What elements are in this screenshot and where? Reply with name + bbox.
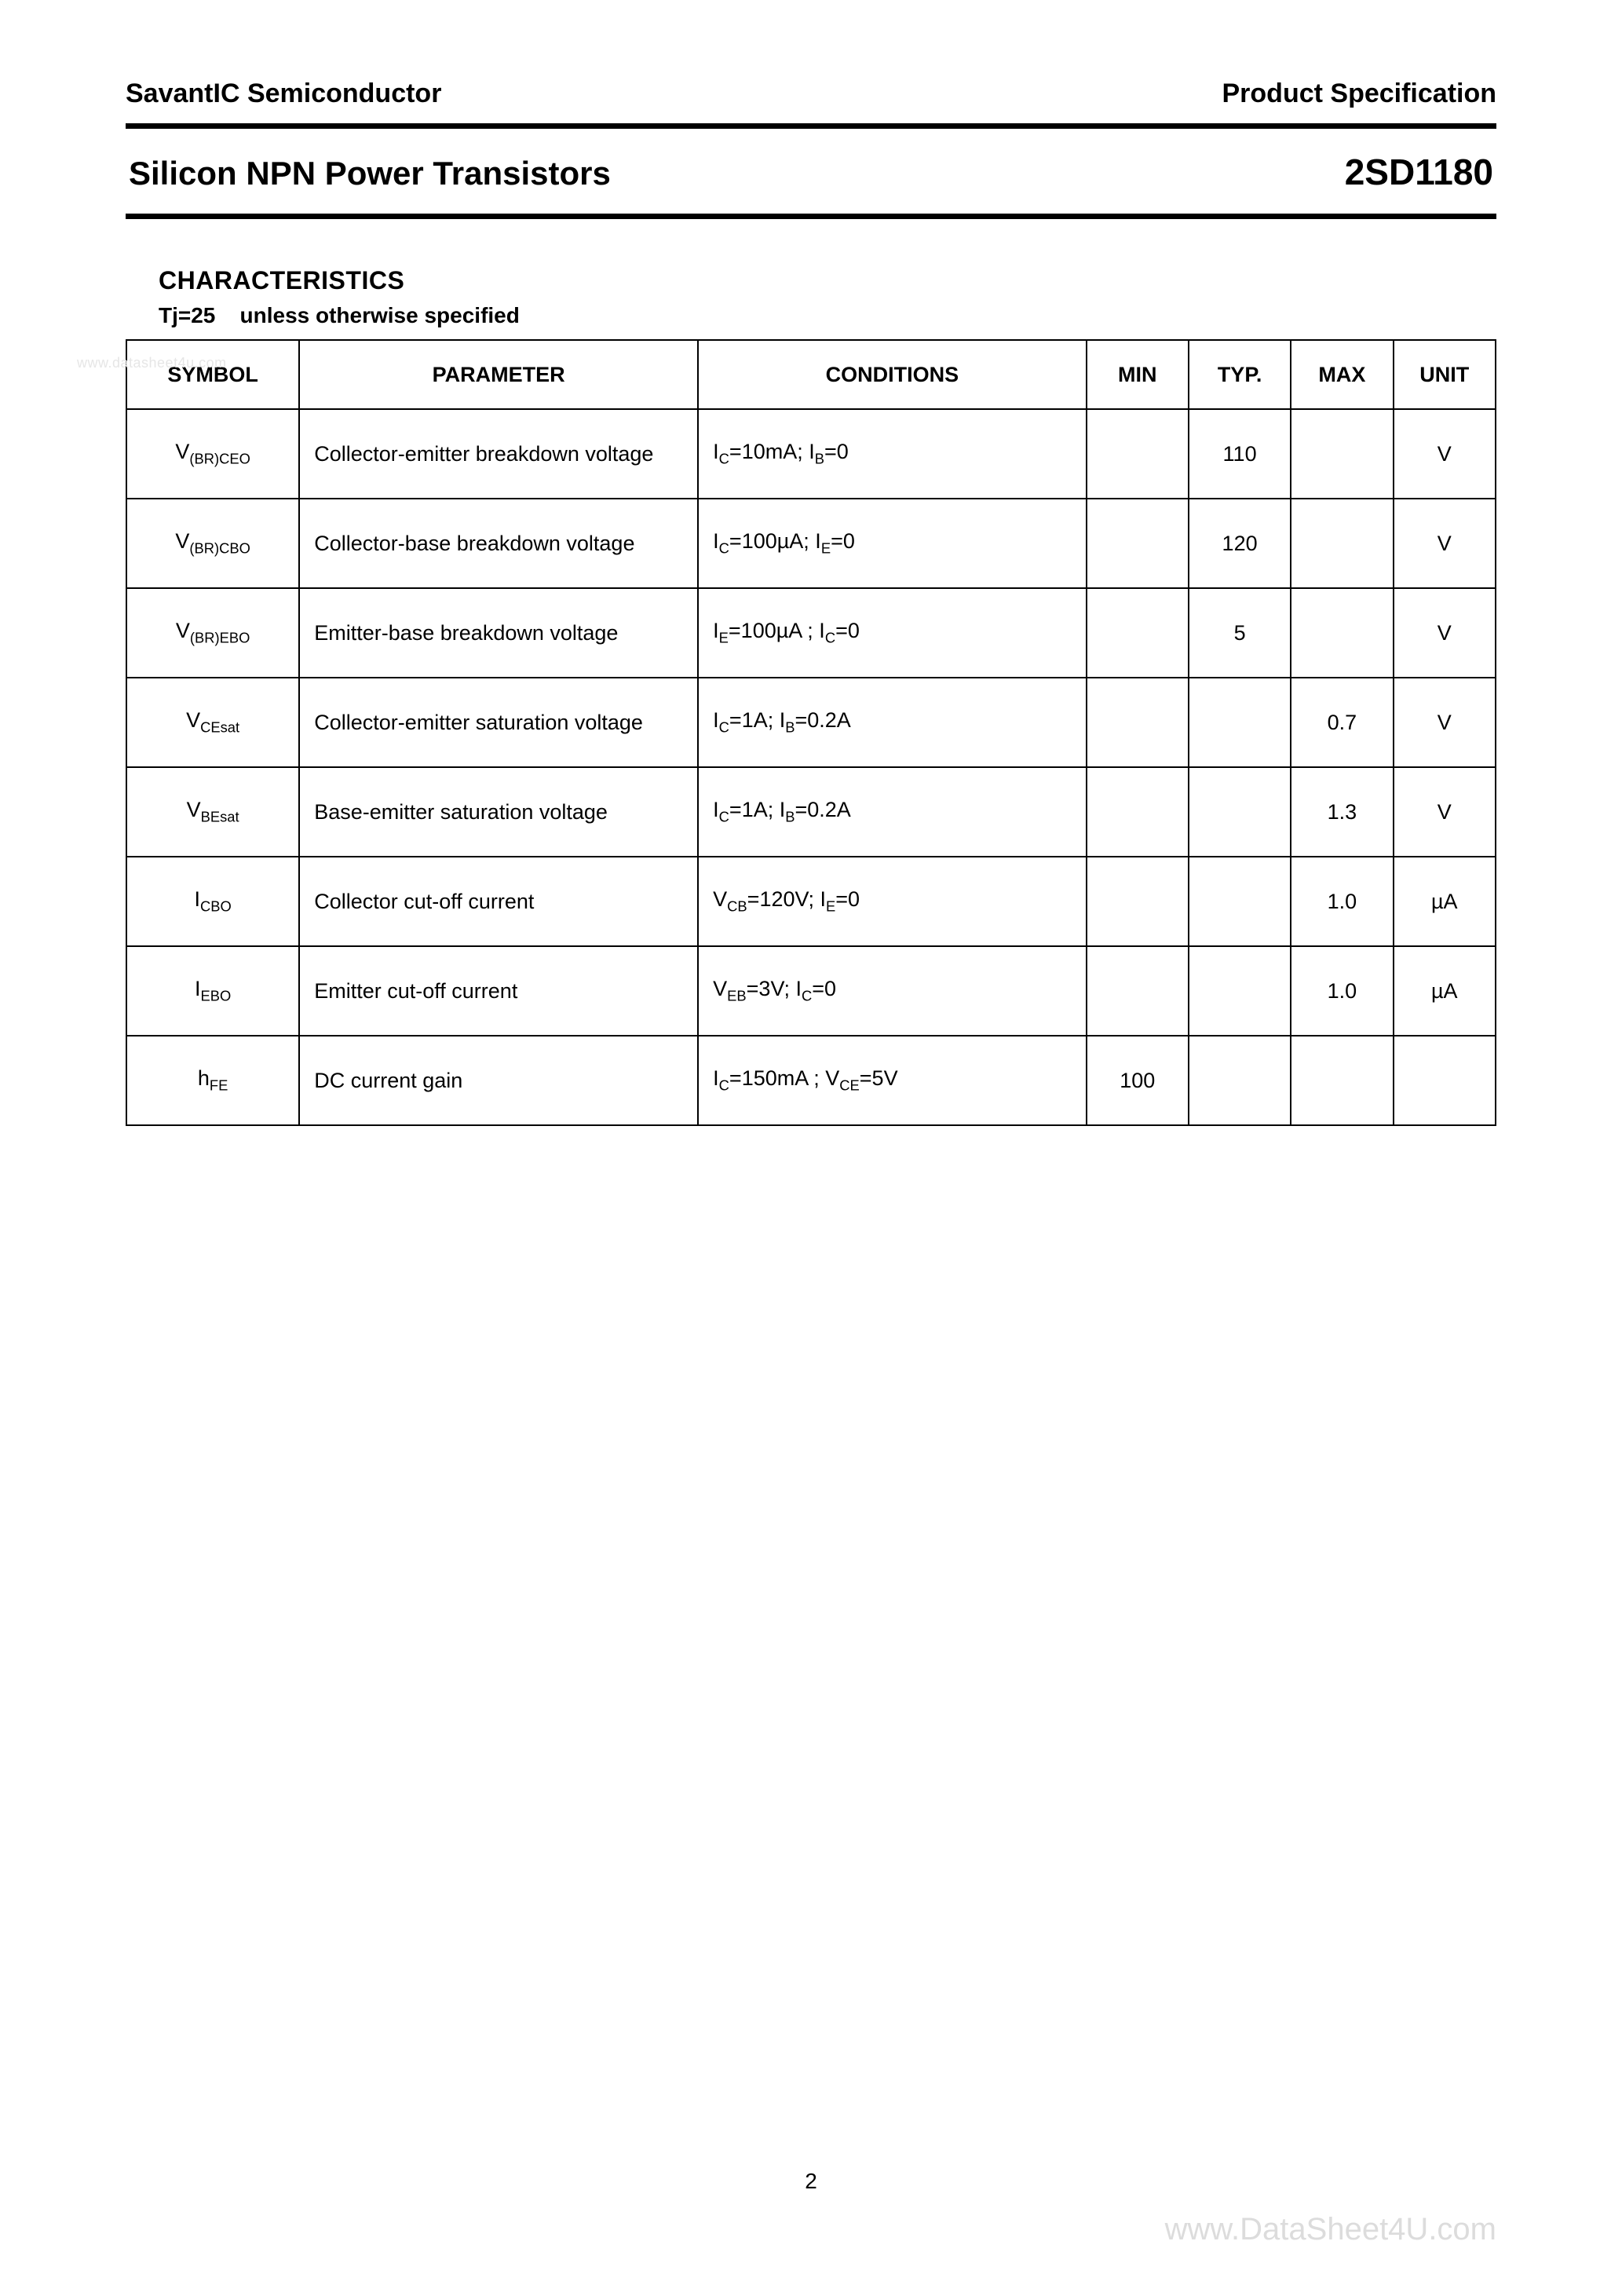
cell-unit: V — [1394, 409, 1496, 499]
cell-min: 100 — [1087, 1036, 1189, 1125]
cell-min — [1087, 767, 1189, 857]
cell-max: 1.0 — [1291, 857, 1393, 946]
th-conditions: CONDITIONS — [698, 340, 1086, 409]
cell-max — [1291, 588, 1393, 678]
th-symbol: SYMBOL — [126, 340, 299, 409]
company-name: SavantIC Semiconductor — [126, 79, 441, 109]
title-left: Silicon NPN Power Transistors — [129, 155, 611, 192]
table-header-row: SYMBOL PARAMETER CONDITIONS MIN TYP. MAX… — [126, 340, 1496, 409]
title-row: Silicon NPN Power Transistors 2SD1180 — [126, 129, 1496, 214]
cell-max: 1.0 — [1291, 946, 1393, 1036]
rule-under-title — [126, 214, 1496, 219]
cell-parameter: Emitter-base breakdown voltage — [299, 588, 698, 678]
cell-symbol: VCEsat — [126, 678, 299, 767]
table-row: V(BR)EBOEmitter-base breakdown voltageIE… — [126, 588, 1496, 678]
th-unit: UNIT — [1394, 340, 1496, 409]
cell-parameter: Base-emitter saturation voltage — [299, 767, 698, 857]
cell-symbol: hFE — [126, 1036, 299, 1125]
cell-symbol: ICBO — [126, 857, 299, 946]
cell-typ — [1189, 1036, 1291, 1125]
header-row: SavantIC Semiconductor Product Specifica… — [126, 79, 1496, 123]
cell-symbol: VBEsat — [126, 767, 299, 857]
unless-label: unless otherwise specified — [240, 303, 520, 327]
table-row: VBEsatBase-emitter saturation voltageIC=… — [126, 767, 1496, 857]
cell-unit — [1394, 1036, 1496, 1125]
th-typ: TYP. — [1189, 340, 1291, 409]
table-row: V(BR)CBOCollector-base breakdown voltage… — [126, 499, 1496, 588]
cell-conditions: IC=100µA; IE=0 — [698, 499, 1086, 588]
cell-parameter: Collector-base breakdown voltage — [299, 499, 698, 588]
cell-typ — [1189, 857, 1291, 946]
cell-typ: 110 — [1189, 409, 1291, 499]
part-number: 2SD1180 — [1345, 151, 1493, 193]
table-row: IEBOEmitter cut-off currentVEB=3V; IC=0 1… — [126, 946, 1496, 1036]
cell-parameter: Collector cut-off current — [299, 857, 698, 946]
cell-typ: 120 — [1189, 499, 1291, 588]
rule-top — [126, 123, 1496, 129]
cell-min — [1087, 857, 1189, 946]
cell-conditions: IE=100µA ; IC=0 — [698, 588, 1086, 678]
cell-unit: V — [1394, 767, 1496, 857]
cell-min — [1087, 499, 1189, 588]
cell-symbol: V(BR)EBO — [126, 588, 299, 678]
cell-conditions: VEB=3V; IC=0 — [698, 946, 1086, 1036]
cell-max: 0.7 — [1291, 678, 1393, 767]
cell-symbol: V(BR)CEO — [126, 409, 299, 499]
cell-min — [1087, 678, 1189, 767]
cell-symbol: V(BR)CBO — [126, 499, 299, 588]
cell-typ: 5 — [1189, 588, 1291, 678]
cell-symbol: IEBO — [126, 946, 299, 1036]
cell-parameter: Emitter cut-off current — [299, 946, 698, 1036]
cell-min — [1087, 946, 1189, 1036]
doc-type: Product Specification — [1222, 79, 1497, 109]
cell-parameter: Collector-emitter breakdown voltage — [299, 409, 698, 499]
watermark-bottom: www.DataSheet4U.com — [1165, 2212, 1496, 2247]
section-subheading: Tj=25 unless otherwise specified — [159, 303, 1496, 328]
cell-conditions: VCB=120V; IE=0 — [698, 857, 1086, 946]
cell-typ — [1189, 946, 1291, 1036]
cell-unit: V — [1394, 499, 1496, 588]
table-row: ICBOCollector cut-off currentVCB=120V; I… — [126, 857, 1496, 946]
cell-conditions: IC=10mA; IB=0 — [698, 409, 1086, 499]
th-max: MAX — [1291, 340, 1393, 409]
cell-unit: µA — [1394, 946, 1496, 1036]
page: SavantIC Semiconductor Product Specifica… — [0, 0, 1622, 2296]
cell-typ — [1189, 767, 1291, 857]
cell-min — [1087, 588, 1189, 678]
cell-parameter: Collector-emitter saturation voltage — [299, 678, 698, 767]
cell-conditions: IC=1A; IB=0.2A — [698, 767, 1086, 857]
cell-unit: V — [1394, 678, 1496, 767]
cell-conditions: IC=1A; IB=0.2A — [698, 678, 1086, 767]
table-row: VCEsatCollector-emitter saturation volta… — [126, 678, 1496, 767]
cell-max: 1.3 — [1291, 767, 1393, 857]
th-parameter: PARAMETER — [299, 340, 698, 409]
cell-min — [1087, 409, 1189, 499]
table-row: V(BR)CEOCollector-emitter breakdown volt… — [126, 409, 1496, 499]
cell-unit: µA — [1394, 857, 1496, 946]
characteristics-table: SYMBOL PARAMETER CONDITIONS MIN TYP. MAX… — [126, 339, 1496, 1126]
section-heading: CHARACTERISTICS — [159, 266, 1496, 295]
th-min: MIN — [1087, 340, 1189, 409]
page-number: 2 — [0, 2169, 1622, 2194]
cell-max — [1291, 499, 1393, 588]
cell-parameter: DC current gain — [299, 1036, 698, 1125]
tj-label: Tj=25 — [159, 303, 215, 327]
watermark-side: www.datasheet4u.com — [77, 355, 227, 371]
table-row: hFEDC current gainIC=150mA ; VCE=5V100 — [126, 1036, 1496, 1125]
cell-conditions: IC=150mA ; VCE=5V — [698, 1036, 1086, 1125]
cell-unit: V — [1394, 588, 1496, 678]
cell-max — [1291, 1036, 1393, 1125]
cell-typ — [1189, 678, 1291, 767]
cell-max — [1291, 409, 1393, 499]
